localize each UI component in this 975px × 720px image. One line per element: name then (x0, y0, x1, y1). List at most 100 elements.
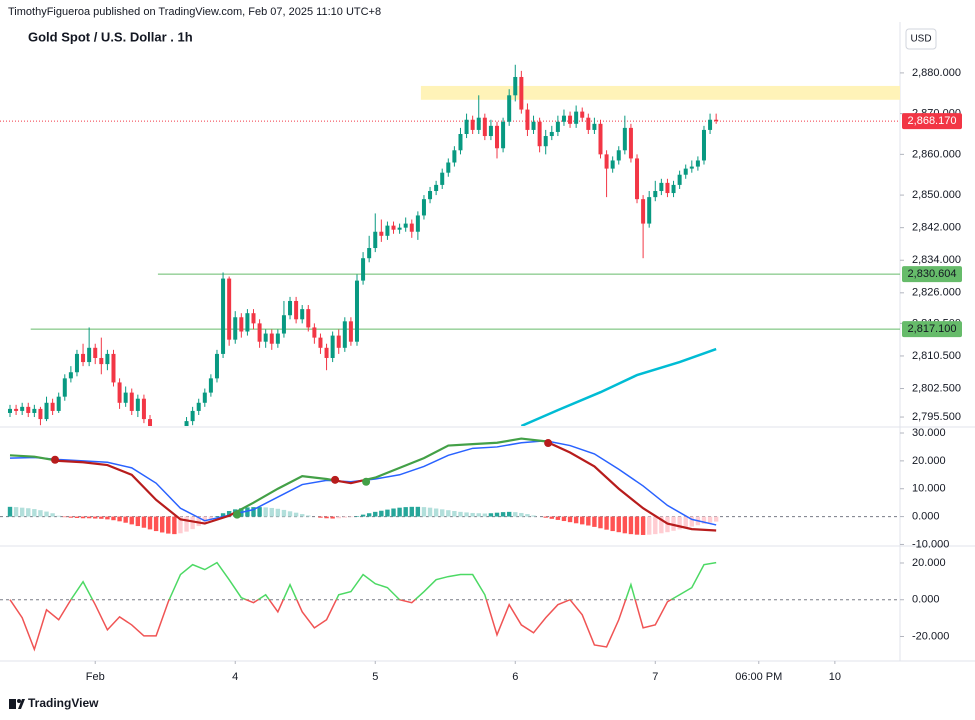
candle-body (373, 231, 378, 249)
candle-body (306, 309, 311, 328)
candle-body (38, 408, 43, 420)
histogram-bar (348, 516, 354, 518)
histogram-bar (80, 516, 86, 519)
histogram-bar (513, 512, 518, 517)
y-tick-label: 10.000 (912, 483, 946, 495)
candle-body (495, 125, 500, 149)
histogram-bar (220, 513, 226, 517)
candle-body (561, 115, 566, 122)
histogram-bar (580, 516, 585, 525)
candle-body (428, 191, 433, 200)
histogram-bar (342, 516, 348, 518)
candle-body (294, 300, 299, 320)
candle-body (269, 333, 274, 344)
candle-body (458, 133, 463, 151)
candle-body (714, 119, 719, 122)
histogram-bar (598, 516, 603, 529)
histogram-bar (190, 516, 195, 530)
candle-body (367, 248, 372, 259)
byline: TimothyFigueroa published on TradingView… (8, 6, 381, 18)
candle-body (580, 111, 585, 118)
histogram-bar (117, 516, 122, 522)
candle-body (348, 321, 353, 342)
candle-body (288, 300, 293, 316)
histogram-bar (330, 516, 335, 519)
histogram-bar (74, 516, 80, 518)
y-tick-label: 2,842.000 (912, 222, 961, 234)
histogram-bar (214, 516, 220, 517)
candle-body (635, 158, 640, 200)
histogram-bar (482, 513, 488, 517)
cross-dot (362, 477, 371, 486)
histogram-bar (111, 516, 116, 521)
histogram-bar (44, 511, 49, 517)
candle-body (452, 150, 457, 163)
histogram-bar (62, 516, 67, 518)
candle-body (708, 119, 713, 130)
histogram-bar (476, 513, 481, 517)
candle-body (336, 335, 341, 348)
candle-body (391, 225, 396, 230)
histogram-bar (56, 515, 61, 517)
footer-logo (9, 699, 25, 709)
histogram-bar (123, 516, 128, 523)
candle-body (409, 223, 414, 232)
histogram-bar (7, 506, 13, 517)
candle-body (507, 95, 512, 122)
candle-body (62, 378, 67, 397)
candle-body (482, 117, 487, 137)
histogram-bar (360, 514, 366, 517)
y-tick-label: -20.000 (912, 630, 949, 642)
histogram-bar (318, 516, 323, 518)
candle-body (610, 160, 615, 169)
y-tick-label: 20.000 (912, 455, 946, 467)
candle-body (8, 408, 12, 413)
histogram-bar (366, 513, 372, 517)
histogram-bar (573, 516, 579, 524)
cross-dot (233, 510, 242, 519)
candle-body (312, 327, 317, 338)
candle-body (342, 321, 347, 348)
histogram-bar (385, 509, 390, 517)
histogram-bar (354, 516, 360, 517)
histogram-bar (616, 516, 621, 533)
histogram-bar (99, 516, 104, 519)
histogram-bar (458, 511, 463, 517)
candle-body (196, 402, 201, 411)
last-price-badge (902, 113, 962, 130)
histogram-bar (592, 516, 597, 527)
histogram-bar (373, 511, 378, 517)
candle-body (641, 199, 646, 224)
y-tick-label: 0.000 (912, 510, 940, 522)
candle-body (330, 335, 335, 358)
candle-body (476, 117, 481, 130)
histogram-bar (32, 509, 37, 517)
y-tick-label: 2,834.000 (912, 254, 961, 266)
candle-body (245, 313, 250, 332)
logo-mark (17, 699, 21, 703)
histogram-bar (86, 516, 92, 519)
histogram-bar (403, 507, 408, 517)
logo-mark (9, 699, 16, 709)
candle-body (354, 280, 359, 342)
candle-body (665, 182, 670, 194)
histogram-bar (153, 516, 159, 532)
currency-box[interactable] (905, 28, 937, 50)
candle-body (628, 127, 633, 159)
histogram-bar (196, 516, 201, 527)
histogram-bar (208, 516, 214, 520)
oscillator-line (9, 561, 717, 652)
candle-body (105, 353, 110, 365)
candle-body (123, 392, 128, 403)
moving-average (520, 347, 717, 426)
histogram-bar (26, 508, 31, 517)
candle-body (434, 184, 439, 192)
candle-body (568, 115, 573, 124)
histogram-bar (379, 510, 384, 517)
level-badge (902, 266, 962, 283)
histogram-bar (245, 507, 250, 517)
candle-body (622, 127, 627, 151)
histogram-bar (19, 507, 25, 517)
histogram-bar (257, 507, 262, 517)
candle-body (44, 402, 49, 420)
